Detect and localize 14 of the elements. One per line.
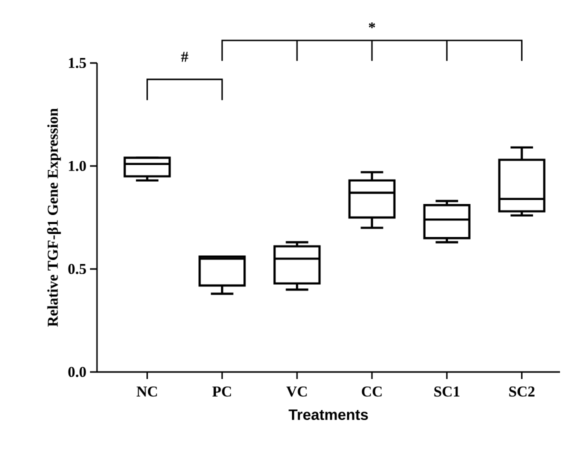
text: * bbox=[368, 22, 376, 28]
x-axis-title: Treatments bbox=[288, 410, 368, 420]
x-tick-label: SC2 bbox=[509, 386, 534, 397]
x-tick-label: CC bbox=[362, 386, 382, 397]
x-tick-label: PC bbox=[212, 386, 231, 397]
y-tick-label: 1.5 bbox=[68, 58, 86, 68]
x-tick-label: VC bbox=[286, 386, 307, 397]
y-tick-label: 1.0 bbox=[68, 160, 86, 172]
y-tick-label: 0.5 bbox=[68, 264, 86, 274]
y-axis-title: Relative TGF-β1 Gene Expression bbox=[47, 108, 61, 327]
text: # bbox=[181, 52, 188, 62]
y-tick-label: 0.0 bbox=[68, 366, 86, 378]
x-tick-label: SC1 bbox=[434, 386, 460, 397]
x-tick-label: NC bbox=[136, 386, 157, 397]
